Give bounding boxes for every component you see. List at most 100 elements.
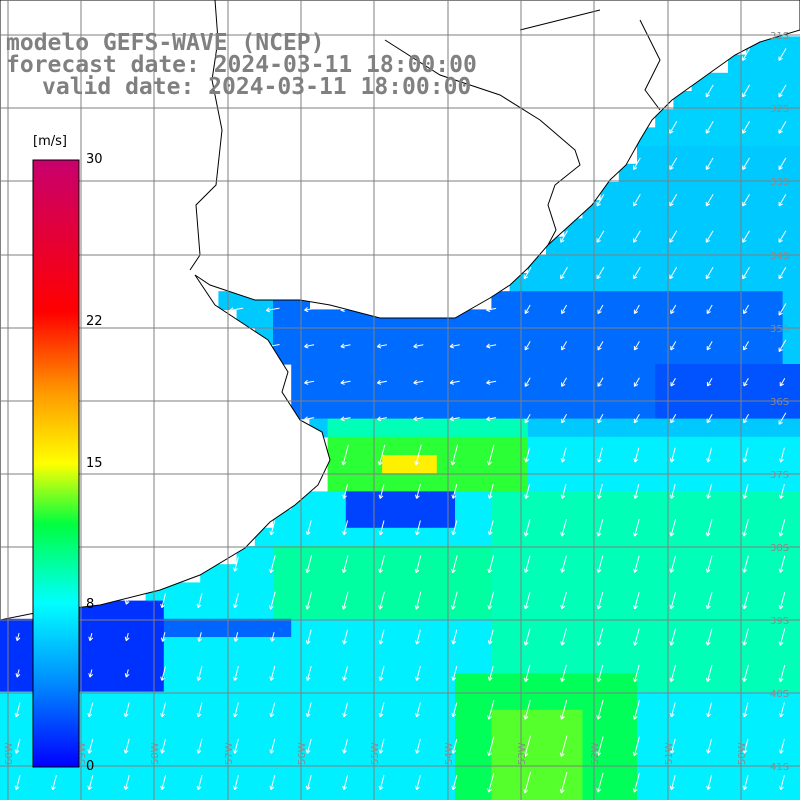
wind-cell [455,510,474,529]
wind-cell [673,164,692,183]
wind-cell [346,692,365,711]
wind-cell [346,473,365,492]
wind-cell [473,491,492,510]
wind-cell [710,473,729,492]
wind-cell [637,346,656,365]
wind-cell [728,455,747,474]
wind-cell [455,564,474,583]
wind-cell [328,437,347,456]
wind-cell [710,237,729,256]
wind-cell [400,473,419,492]
wind-cell [273,692,292,711]
wind-cell [655,601,674,620]
wind-cell [400,746,419,765]
wind-cell [109,637,128,656]
wind-cell [710,673,729,692]
wind-cell [237,582,256,601]
wind-cell [710,582,729,601]
wind-cell [564,455,583,474]
wind-cell [673,764,692,783]
wind-cell [200,692,219,711]
wind-cell [710,400,729,419]
wind-cell [619,546,638,565]
wind-cell [546,764,565,783]
wind-cell [273,710,292,729]
wind-cell [546,510,565,529]
wind-cell [783,146,800,165]
wind-cell [564,473,583,492]
wind-cell [637,728,656,747]
wind-cell [692,182,711,201]
wind-cell [528,528,547,547]
wind-cell [419,783,438,800]
wind-cell [91,655,110,674]
wind-cell [692,510,711,529]
wind-cell [146,764,165,783]
wind-cell [601,473,620,492]
wind-cell [619,564,638,583]
wind-cell [619,473,638,492]
wind-cell [673,182,692,201]
wind-cell [510,364,529,383]
wind-cell [546,582,565,601]
wind-cell [673,437,692,456]
wind-cell [419,510,438,529]
wind-cell [382,783,401,800]
wind-cell [328,710,347,729]
wind-cell [237,692,256,711]
wind-cell [601,673,620,692]
wind-cell [673,419,692,438]
wind-cell [710,728,729,747]
wind-cell [382,491,401,510]
wind-cell [164,783,183,800]
wind-cell [419,564,438,583]
wind-cell [637,473,656,492]
wind-cell [255,564,274,583]
wind-cell [346,510,365,529]
wind-cell [491,473,510,492]
wind-cell [673,273,692,292]
wind-cell [164,637,183,656]
latitude-label: 41S [770,762,789,773]
wind-cell [783,582,800,601]
wind-cell [746,637,765,656]
wind-cell [182,710,201,729]
wind-cell [710,273,729,292]
wind-cell [455,528,474,547]
latitude-label: 40S [770,689,789,700]
wind-cell [692,692,711,711]
wind-cell [728,146,747,165]
wind-cell [309,546,328,565]
wind-cell [182,619,201,638]
wind-cell [146,783,165,800]
wind-cell [783,655,800,674]
wind-cell [637,655,656,674]
wind-cell [437,546,456,565]
wind-cell [673,382,692,401]
wind-cell [746,546,765,565]
wind-cell [309,528,328,547]
wind-cell [109,619,128,638]
wind-cell [528,437,547,456]
wind-cell [655,764,674,783]
wind-cell [328,601,347,620]
wind-cell [382,528,401,547]
wind-cell [546,692,565,711]
wind-cell [491,491,510,510]
wind-cell [619,182,638,201]
wind-cell [273,328,292,347]
wind-cell [746,346,765,365]
wind-cell [710,601,729,620]
wind-cell [346,546,365,565]
wind-cell [437,564,456,583]
wind-cell [255,546,274,565]
wind-cell [673,692,692,711]
wind-cell [382,382,401,401]
wind-cell [473,673,492,692]
wind-cell [728,601,747,620]
wind-cell [710,455,729,474]
wind-cell [746,200,765,219]
wind-cell [36,783,55,800]
wind-cell [710,109,729,128]
wind-cell [437,710,456,729]
